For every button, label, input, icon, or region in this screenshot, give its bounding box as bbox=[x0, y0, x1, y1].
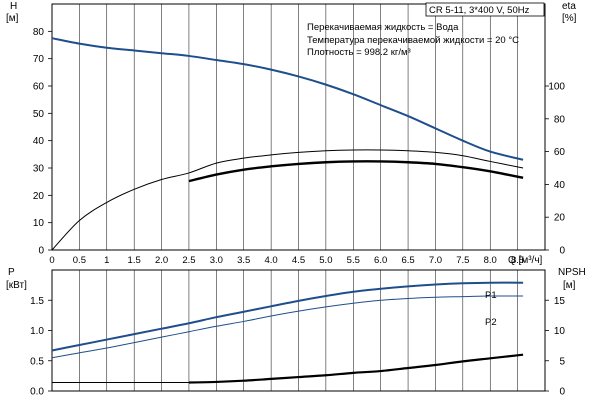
h-tick-label: 20 bbox=[33, 191, 45, 202]
p-tick-label: 1.5 bbox=[30, 296, 44, 307]
p-axis-label: P bbox=[8, 267, 15, 278]
h-tick-label: 30 bbox=[33, 164, 45, 175]
x-tick-label: 6.0 bbox=[374, 255, 387, 266]
npsh-tick-label: 0 bbox=[559, 387, 565, 398]
info-line-3: Плотность = 998.2 кг/м³ bbox=[307, 47, 411, 58]
x-tick-label: 0 bbox=[49, 255, 54, 266]
x-tick-label: 0.5 bbox=[73, 255, 86, 266]
x-tick-label: 4.5 bbox=[292, 255, 305, 266]
x-tick-label: 1 bbox=[104, 255, 109, 266]
x-tick-label: 4.0 bbox=[265, 255, 278, 266]
title-text: CR 5-11, 3*400 V, 50Hz bbox=[429, 5, 530, 16]
npsh-curve bbox=[188, 353, 524, 384]
p-tick-label: 1.0 bbox=[30, 326, 44, 337]
series-label-p1: P1 bbox=[485, 290, 497, 301]
efficiency-curve-upper bbox=[51, 149, 524, 251]
x-tick-label: 6.5 bbox=[401, 255, 414, 266]
top-grid bbox=[51, 4, 518, 250]
x-tick-label: 7.0 bbox=[429, 255, 442, 266]
h-tick-label: 80 bbox=[33, 27, 45, 38]
h-tick-label: 50 bbox=[33, 109, 45, 120]
x-tick-label: 5.5 bbox=[347, 255, 360, 266]
h-tick-label: 70 bbox=[33, 54, 45, 65]
p-axis-unit: [кВт] bbox=[6, 280, 27, 291]
eta-tick-label: 80 bbox=[554, 114, 566, 125]
eta-tick-label: 20 bbox=[554, 213, 566, 224]
npsh-tick-label: 5 bbox=[559, 356, 565, 367]
tick-labels: 0 0.5 1 1.5 2.0 2.5 3.0 3.5 4.0 4.5 5.0 5.5 6.0 6.5 7.… bbox=[30, 27, 565, 398]
info-line-2: Температура перекачиваемой жидкости = 20… bbox=[307, 35, 519, 46]
h-tick-label: 0 bbox=[38, 246, 44, 257]
p-tick-label: 0.5 bbox=[30, 356, 44, 367]
power-curve-p1 bbox=[51, 281, 524, 352]
x-tick-label: 5.0 bbox=[319, 255, 332, 266]
x-tick-label: 2.0 bbox=[155, 255, 168, 266]
power-curve-p2 bbox=[51, 295, 524, 359]
x-tick-label: 3.0 bbox=[210, 255, 223, 266]
head-curve bbox=[51, 37, 524, 161]
eta-tick-label: 0 bbox=[559, 246, 565, 257]
q-axis-label: Q [м³/ч] bbox=[508, 255, 543, 266]
curves bbox=[51, 37, 524, 384]
x-tick-label: 3.5 bbox=[237, 255, 250, 266]
x-tick-label: 7.5 bbox=[456, 255, 469, 266]
npsh-axis-unit: [м] bbox=[563, 280, 576, 291]
x-tick-label: 1.5 bbox=[128, 255, 141, 266]
p-tick-label: 0.0 bbox=[30, 387, 44, 398]
x-tick-label: 2.5 bbox=[182, 255, 195, 266]
eta-tick-label: 100 bbox=[548, 82, 565, 93]
npsh-axis-label: NPSH bbox=[558, 267, 586, 278]
h-axis-unit: [м] bbox=[6, 13, 19, 24]
bottom-grid bbox=[51, 270, 518, 391]
title-box bbox=[425, 2, 545, 17]
npsh-tick-label: 10 bbox=[554, 326, 566, 337]
eta-tick-label: 40 bbox=[554, 180, 566, 191]
series-label-p2: P2 bbox=[485, 317, 497, 328]
x-tick-label: 8.0 bbox=[484, 255, 497, 266]
eta-axis-unit: [%] bbox=[562, 13, 577, 24]
npsh-tick-label: 15 bbox=[554, 296, 566, 307]
info-line-1: Перекачиваемая жидкость = Вода bbox=[307, 22, 459, 33]
h-axis-label: H bbox=[10, 1, 17, 12]
h-tick-label: 60 bbox=[33, 82, 45, 93]
eta-axis-label: eta bbox=[562, 1, 576, 12]
h-tick-label: 10 bbox=[33, 218, 45, 229]
eta-tick-label: 60 bbox=[554, 147, 566, 158]
x-tick-label: 8.5 bbox=[511, 255, 524, 266]
efficiency-curve-lower bbox=[188, 160, 524, 183]
h-tick-label: 40 bbox=[33, 136, 45, 147]
